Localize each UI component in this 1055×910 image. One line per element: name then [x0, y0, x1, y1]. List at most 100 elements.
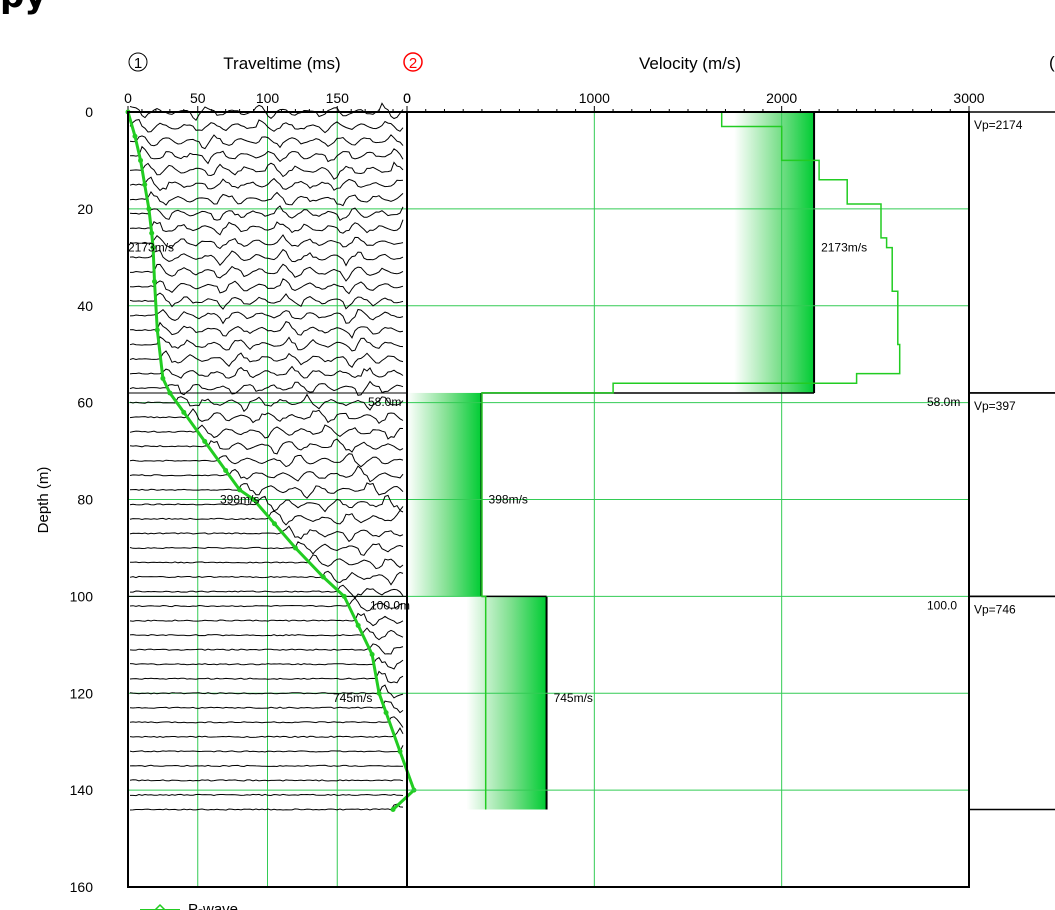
seismic-trace	[129, 161, 404, 180]
layer-table-label: Vp=397	[974, 399, 1016, 413]
seismic-trace	[129, 570, 404, 586]
pwave-point	[341, 593, 347, 599]
pwave-point	[150, 245, 156, 251]
velocity-layer-bar	[407, 392, 482, 597]
pwave-point	[146, 206, 152, 212]
seismic-trace	[129, 700, 404, 714]
panel-2-marker: 2	[409, 55, 417, 72]
pwave-point	[202, 438, 208, 444]
seismic-trace	[129, 716, 404, 728]
seismic-trace	[129, 176, 404, 192]
traveltime-title: Traveltime (ms)	[223, 54, 340, 73]
pwave-point	[223, 467, 229, 473]
velocity-title: Velocity (m/s)	[639, 54, 741, 73]
velocity-layer-label: 745m/s	[554, 691, 593, 705]
pwave-point	[355, 622, 361, 628]
seismic-trace	[129, 453, 404, 468]
seismic-trace	[129, 336, 404, 352]
seismic-trace	[129, 219, 404, 236]
seismic-trace	[129, 278, 404, 295]
velocity-tick-label: 2000	[766, 90, 797, 106]
legend: P-wave	[140, 901, 238, 910]
panel-2-marker-circle	[403, 52, 423, 72]
layer-table-cell	[968, 111, 1055, 394]
panel-1-marker: 1	[134, 55, 142, 72]
pwave-point	[152, 279, 158, 285]
seismic-trace	[129, 134, 404, 150]
seismic-trace	[129, 509, 404, 526]
seismic-trace	[129, 350, 404, 368]
pwave-point	[397, 748, 403, 754]
depth-tick-label: 140	[70, 782, 94, 798]
pwave-point	[181, 409, 187, 415]
depth-tick-label: 0	[85, 104, 93, 120]
seismic-trace	[130, 584, 404, 600]
velocity-layer-label: 398m/s	[489, 493, 528, 507]
pwave-point	[320, 574, 326, 580]
pwave-point	[142, 182, 148, 188]
traveltime-tick-label: 0	[124, 90, 132, 106]
depth-tick-label: 60	[77, 395, 93, 411]
seismic-trace	[129, 627, 404, 641]
seismic-trace	[129, 248, 404, 267]
seismic-trace	[129, 380, 404, 396]
traveltime-velocity-label: 2173m/s	[128, 241, 174, 255]
seismic-trace	[129, 803, 404, 811]
seismic-trace	[129, 482, 404, 499]
depth-tick-label: 120	[70, 685, 94, 701]
seismic-trace	[129, 612, 404, 627]
seismic-trace	[129, 494, 404, 513]
pwave-point	[160, 375, 166, 381]
seismic-trace	[129, 684, 404, 699]
velocity-boundary-label: 58.0m	[927, 395, 960, 409]
traveltime-boundary-label: 58.0m	[368, 395, 401, 409]
layer-table-label: Vp=746	[974, 602, 1016, 616]
seismic-trace	[129, 465, 404, 483]
legend-label: P-wave	[188, 901, 238, 910]
velocity-boundary-label: 100.0	[927, 598, 957, 612]
seismic-trace	[129, 656, 404, 670]
seismic-trace	[129, 205, 404, 222]
seismic-trace	[129, 779, 404, 782]
velocity-tick-label: 0	[403, 90, 411, 106]
pwave-point	[154, 327, 160, 333]
seismic-trace	[129, 365, 404, 379]
traveltime-tick-label: 0	[403, 90, 411, 106]
velocity-header: 2 Velocity (m/s)	[403, 52, 741, 73]
seismic-trace	[129, 438, 404, 455]
depth-tick-label: 40	[77, 298, 93, 314]
layer-table-label: Vp=2174	[974, 118, 1023, 132]
pwave-point	[376, 690, 382, 696]
seismic-trace	[130, 263, 404, 282]
pwave-point	[237, 487, 243, 493]
seismic-trace	[129, 670, 404, 684]
velocity-layer-bar	[734, 112, 815, 393]
seismic-trace	[129, 119, 404, 134]
seismic-trace	[129, 292, 404, 310]
pwave-point	[292, 545, 298, 551]
seismic-trace	[129, 541, 404, 556]
seismic-trace	[129, 308, 404, 325]
seismic-trace	[129, 145, 404, 165]
depth-tick-label: 20	[77, 201, 93, 217]
seismic-trace	[129, 320, 404, 339]
legend-marker	[153, 903, 167, 910]
velocity-tick-label: 3000	[953, 90, 984, 106]
seismic-trace	[129, 745, 404, 753]
pwave-point	[167, 390, 173, 396]
layer-table-cell	[968, 392, 1055, 598]
traveltime-panel: 0 50 100 150 0 2173m/s 398m/s 745m/s 58.0m 100.0…	[124, 90, 417, 888]
seismic-trace	[129, 234, 404, 250]
depth-tick-label: 160	[70, 879, 94, 895]
interval-velocity-profile	[481, 112, 901, 810]
seismic-trace	[129, 525, 404, 543]
pwave-point	[149, 230, 155, 236]
depth-tick-label: 80	[77, 492, 93, 508]
traveltime-tick-label: 50	[190, 90, 206, 106]
pwave-point	[390, 807, 396, 812]
page-title-fragment: py	[0, 0, 47, 16]
seismic-trace	[130, 793, 404, 797]
velocity-panel: 0 1000 2000 3000 2173m/s 398m/s 745m/s 58.0m 10…	[403, 90, 985, 888]
layer-table-panel: Vp=2174 Vp=397 Vp=746	[968, 111, 1055, 811]
